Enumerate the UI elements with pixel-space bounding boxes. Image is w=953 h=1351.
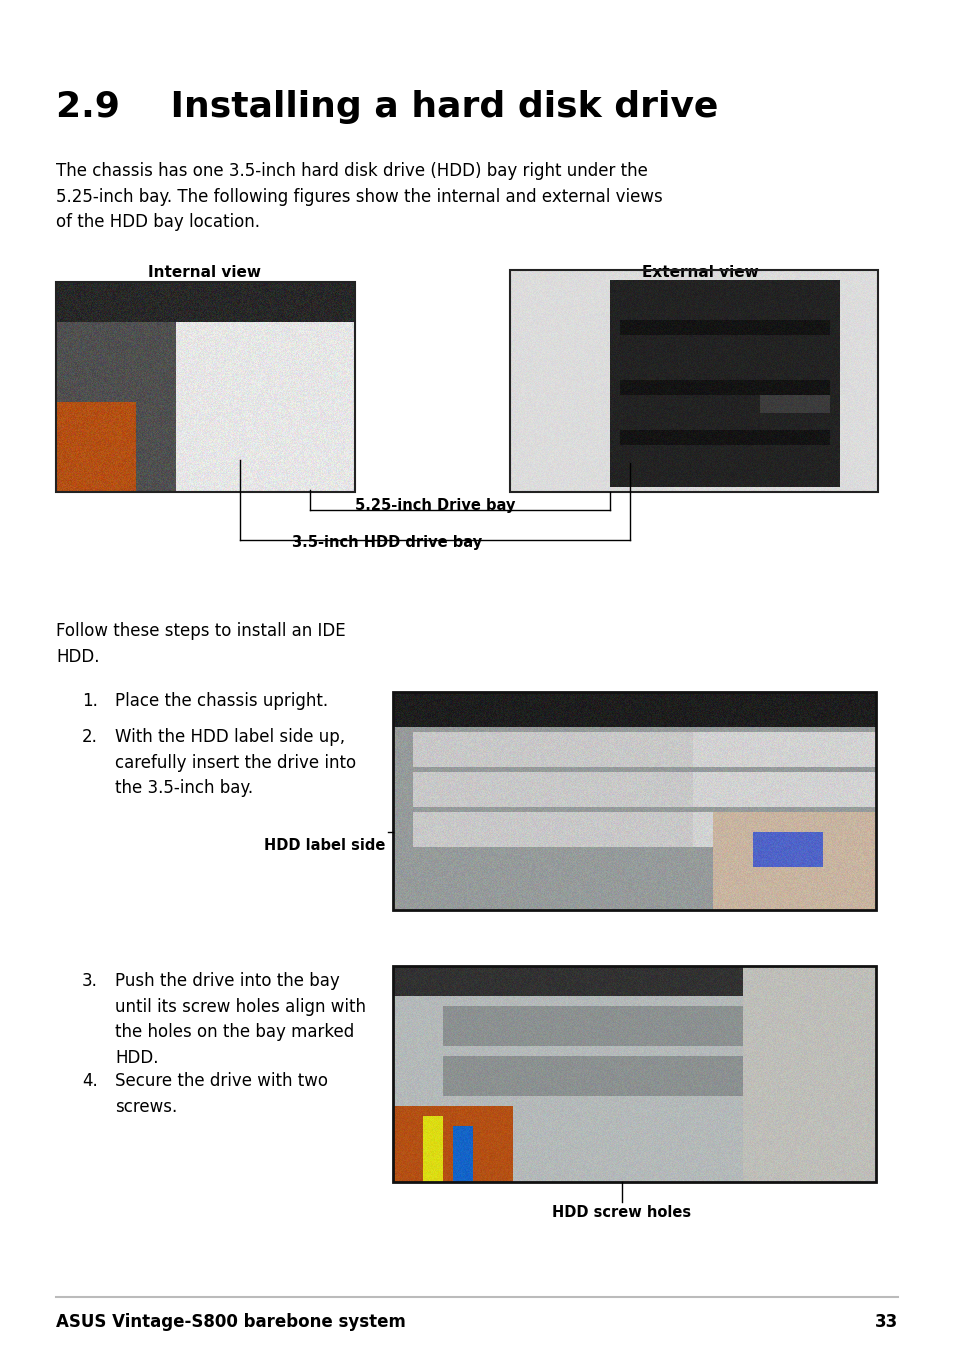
Text: With the HDD label side up,
carefully insert the drive into
the 3.5-inch bay.: With the HDD label side up, carefully in… bbox=[115, 728, 355, 797]
Text: 3.5-inch HDD drive bay: 3.5-inch HDD drive bay bbox=[292, 535, 481, 550]
Bar bbox=[393, 966, 875, 1182]
Text: Secure the drive with two
screws.: Secure the drive with two screws. bbox=[115, 1071, 328, 1116]
Text: External view: External view bbox=[641, 265, 758, 280]
Text: 4.: 4. bbox=[82, 1071, 97, 1090]
Text: 2.9    Installing a hard disk drive: 2.9 Installing a hard disk drive bbox=[56, 91, 718, 124]
Text: 2.: 2. bbox=[82, 728, 98, 746]
Text: ASUS Vintage-S800 barebone system: ASUS Vintage-S800 barebone system bbox=[56, 1313, 405, 1331]
Text: 5.25-inch Drive bay: 5.25-inch Drive bay bbox=[355, 499, 515, 513]
Bar bbox=[510, 270, 877, 492]
Text: HDD screw holes: HDD screw holes bbox=[552, 1205, 691, 1220]
Bar bbox=[56, 282, 355, 492]
Bar bbox=[393, 692, 875, 911]
Text: 1.: 1. bbox=[82, 692, 98, 711]
Text: Internal view: Internal view bbox=[149, 265, 261, 280]
Text: HDD label side: HDD label side bbox=[263, 838, 385, 852]
Text: 3.: 3. bbox=[82, 971, 98, 990]
Text: Push the drive into the bay
until its screw holes align with
the holes on the ba: Push the drive into the bay until its sc… bbox=[115, 971, 366, 1067]
Text: Place the chassis upright.: Place the chassis upright. bbox=[115, 692, 328, 711]
Text: Follow these steps to install an IDE
HDD.: Follow these steps to install an IDE HDD… bbox=[56, 621, 345, 666]
Text: The chassis has one 3.5-inch hard disk drive (HDD) bay right under the
5.25-inch: The chassis has one 3.5-inch hard disk d… bbox=[56, 162, 662, 231]
Text: 33: 33 bbox=[874, 1313, 897, 1331]
